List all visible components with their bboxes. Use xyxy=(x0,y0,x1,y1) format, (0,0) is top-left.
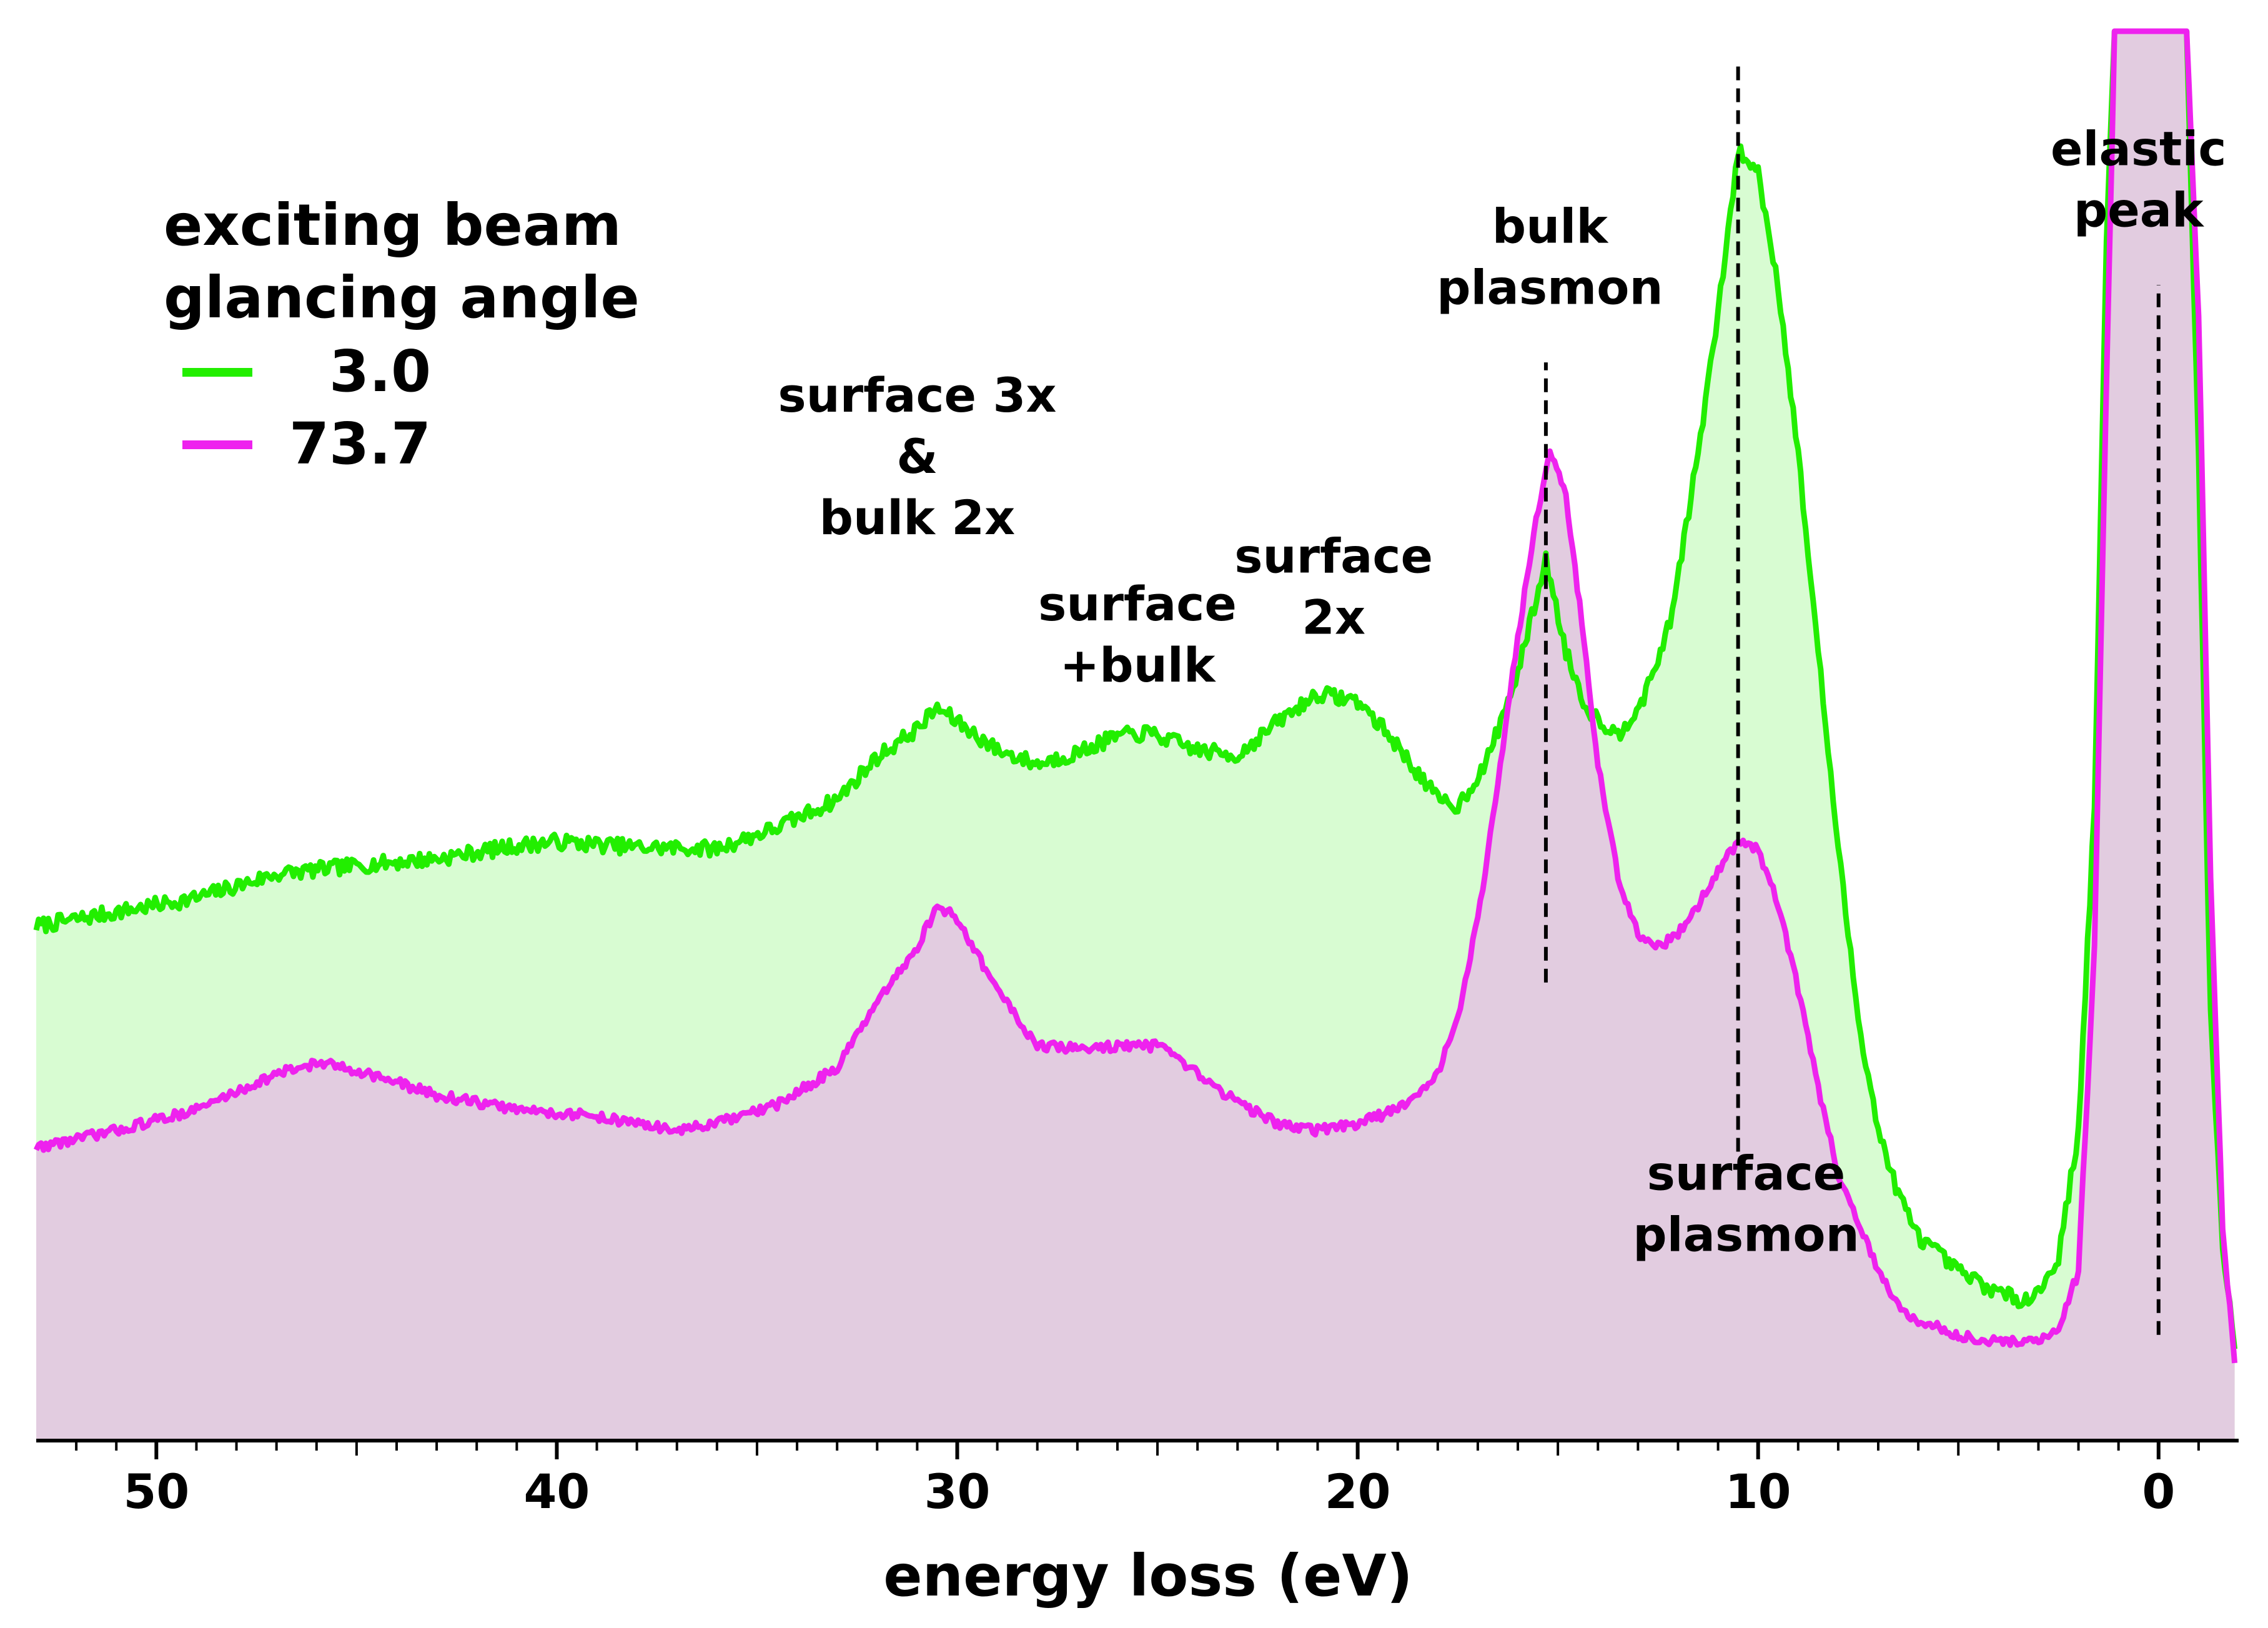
annotation-1-line-1: +bulk xyxy=(1060,637,1216,693)
annotation-2-line-1: 2x xyxy=(1302,589,1365,645)
series-lines xyxy=(33,28,2238,1364)
x-tick-label-40: 40 xyxy=(524,1464,590,1519)
legend-label-3-0: 3.0 xyxy=(329,338,431,405)
series-line-73-7 xyxy=(33,28,2238,1364)
annotation-3: bulk plasmon xyxy=(1437,198,1663,315)
legend-title-line-2: glancing angle xyxy=(164,264,640,331)
annotation-0-line-2: bulk 2x xyxy=(820,490,1015,545)
x-axis-ticks: 50 40 30 20 10 0 xyxy=(75,1441,2200,1519)
annotation-0: surface 3x & bulk 2x xyxy=(778,367,1056,545)
annotation-5: elastic peak xyxy=(2051,121,2227,237)
x-tick-label-20: 20 xyxy=(1325,1464,1391,1519)
annotation-4-line-1: plasmon xyxy=(1633,1206,1859,1262)
x-tick-label-10: 10 xyxy=(1725,1464,1791,1519)
area-fills xyxy=(36,31,2235,1441)
annotation-0-line-0: surface 3x xyxy=(778,367,1056,423)
reference-lines xyxy=(1543,66,2161,1335)
annotation-4: surface plasmon xyxy=(1633,1145,1859,1262)
legend: exciting beam glancing angle 3.0 73.7 xyxy=(164,192,640,477)
area-fill-73-7 xyxy=(36,31,2235,1441)
annotation-1-line-0: surface xyxy=(1038,576,1237,632)
annotation-2: surface 2x xyxy=(1234,528,1433,645)
x-tick-label-30: 30 xyxy=(924,1464,991,1519)
annotation-5-line-1: peak xyxy=(2074,182,2204,237)
legend-label-73-7: 73.7 xyxy=(289,410,431,477)
annotation-1: surface +bulk xyxy=(1038,576,1237,693)
annotation-3-line-0: bulk xyxy=(1492,198,1609,254)
annotation-2-line-0: surface xyxy=(1234,528,1433,583)
annotation-5-line-0: elastic xyxy=(2051,121,2227,176)
x-axis-label: energy loss (eV) xyxy=(883,1542,1413,1609)
x-tick-label-0: 0 xyxy=(2142,1464,2175,1519)
series-line-3-0 xyxy=(33,28,2238,1349)
x-tick-label-50: 50 xyxy=(123,1464,189,1519)
annotation-3-line-1: plasmon xyxy=(1437,259,1663,315)
annotation-4-line-0: surface xyxy=(1647,1145,1846,1201)
annotation-0-line-1: & xyxy=(896,429,938,484)
legend-title-line-1: exciting beam xyxy=(164,192,621,259)
